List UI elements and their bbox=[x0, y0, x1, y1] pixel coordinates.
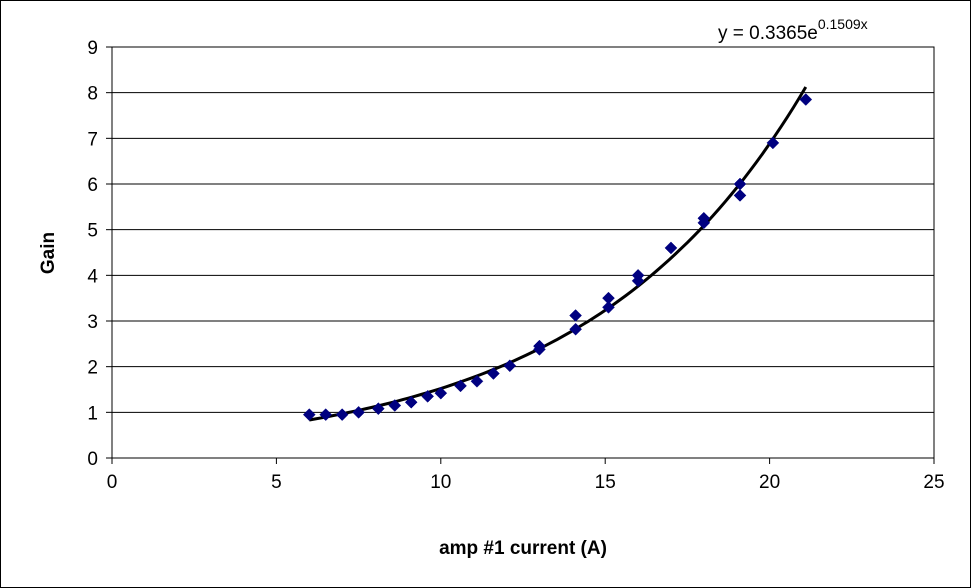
data-point bbox=[434, 386, 448, 400]
y-tick-label: 5 bbox=[87, 221, 98, 242]
x-tick-label: 25 bbox=[923, 472, 944, 493]
x-tick-label: 0 bbox=[107, 472, 118, 493]
data-point bbox=[302, 408, 316, 421]
y-tick-label: 0 bbox=[87, 449, 98, 470]
x-tick-label: 15 bbox=[595, 472, 616, 493]
data-points bbox=[302, 93, 813, 421]
y-tick-label: 9 bbox=[87, 38, 98, 59]
y-tick-labels: 0 1 2 3 4 5 6 7 8 9 bbox=[87, 38, 98, 470]
data-point bbox=[388, 399, 402, 412]
data-point bbox=[454, 379, 467, 393]
y-tick-label: 2 bbox=[87, 358, 98, 379]
y-tick-label: 3 bbox=[87, 312, 98, 333]
y-tick-label: 8 bbox=[87, 84, 98, 105]
data-point bbox=[631, 268, 645, 282]
x-tick-label: 10 bbox=[430, 472, 451, 493]
plot-area bbox=[111, 46, 935, 459]
x-axis-title: amp #1 current (A) bbox=[439, 538, 607, 559]
data-point bbox=[664, 241, 678, 255]
data-point bbox=[697, 211, 711, 225]
data-point bbox=[470, 374, 484, 388]
y-tick-label: 7 bbox=[87, 129, 98, 150]
gridlines bbox=[112, 46, 934, 413]
y-tick-label: 6 bbox=[87, 175, 98, 196]
data-point bbox=[569, 322, 582, 336]
x-tick-labels: 0 5 10 15 20 25 bbox=[107, 472, 945, 493]
y-tick-label: 1 bbox=[87, 403, 98, 424]
axes bbox=[106, 46, 935, 464]
data-point bbox=[799, 93, 813, 106]
data-point bbox=[503, 359, 517, 373]
x-tick-label: 5 bbox=[271, 472, 282, 493]
data-point bbox=[569, 309, 582, 322]
trendline-equation: y = 0.3365e0.1509x bbox=[718, 16, 868, 44]
data-point bbox=[335, 408, 349, 421]
data-point bbox=[602, 291, 615, 305]
data-point bbox=[733, 189, 747, 202]
x-tick-label: 20 bbox=[759, 472, 780, 493]
data-point bbox=[766, 136, 780, 150]
data-point bbox=[404, 395, 418, 409]
y-tick-label: 4 bbox=[87, 266, 98, 287]
data-point bbox=[319, 408, 333, 421]
data-point bbox=[371, 402, 385, 416]
data-point bbox=[487, 367, 500, 380]
data-point bbox=[602, 300, 615, 314]
data-point bbox=[421, 389, 435, 403]
data-point bbox=[533, 339, 546, 353]
trendline-equation-base: y = 0.3365e bbox=[718, 23, 818, 44]
trendline-equation-exponent: 0.1509x bbox=[818, 16, 868, 32]
data-point bbox=[733, 177, 747, 191]
y-axis-title: Gain bbox=[38, 232, 59, 274]
data-point bbox=[352, 405, 365, 419]
